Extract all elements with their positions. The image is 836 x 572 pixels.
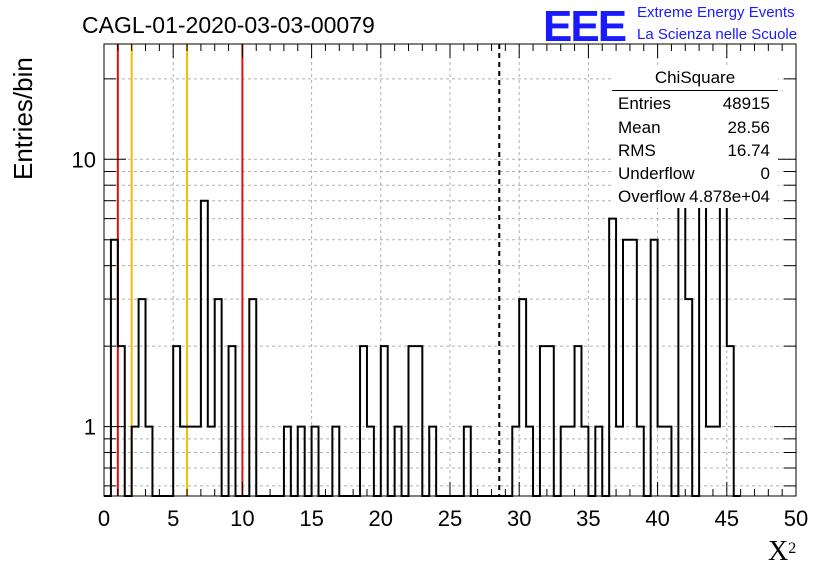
x-tick-label: 0 <box>98 506 110 531</box>
stat-name-overflow: Overflow <box>618 187 686 206</box>
marker-lines <box>116 44 501 496</box>
stat-value-rms: 16.74 <box>727 141 770 160</box>
y-tick-label: 1 <box>84 415 96 440</box>
stats-title: ChiSquare <box>654 68 736 87</box>
y-tick-label: 10 <box>72 147 96 172</box>
x-tick-label: 20 <box>369 506 393 531</box>
tick-labels: 0 5 10 15 20 25 30 35 40 45 50 1 10 <box>72 147 809 531</box>
x-axis-label-superscript: 2 <box>788 540 797 557</box>
logo-line-2: La Scienza nelle Scuole <box>637 26 798 43</box>
x-axis-label: X2 <box>768 536 796 568</box>
x-tick-label: 50 <box>784 506 808 531</box>
x-tick-label: 30 <box>507 506 531 531</box>
stat-name-mean: Mean <box>618 118 661 137</box>
stat-value-underflow: 0 <box>760 164 770 183</box>
y-axis-label: Entries/bin <box>8 57 38 180</box>
stats-box: ChiSquare Entries 48915 Mean 28.56 RMS 1… <box>612 66 778 208</box>
x-tick-label: 25 <box>438 506 462 531</box>
x-tick-label: 35 <box>576 506 600 531</box>
x-tick-label: 10 <box>230 506 254 531</box>
x-tick-label: 40 <box>645 506 669 531</box>
stat-name-entries: Entries <box>618 94 671 113</box>
stat-name-rms: RMS <box>618 141 656 160</box>
x-tick-label: 15 <box>299 506 323 531</box>
histogram-line <box>104 111 741 497</box>
stat-value-entries: 48915 <box>722 94 770 113</box>
x-tick-label: 45 <box>715 506 739 531</box>
x-axis-label-base: X <box>768 536 789 567</box>
axis-ticks <box>103 44 797 496</box>
chart-title: CAGL-01-2020-03-03-00079 <box>82 12 375 38</box>
stats-divider <box>612 90 778 91</box>
eee-logo: EEE <box>543 2 627 51</box>
stat-value-overflow: 4.878e+04 <box>689 187 770 206</box>
stat-name-underflow: Underflow <box>618 164 695 183</box>
x-tick-label: 5 <box>167 506 179 531</box>
stat-value-mean: 28.56 <box>727 118 770 137</box>
logo-line-1: Extreme Energy Events <box>637 4 795 21</box>
